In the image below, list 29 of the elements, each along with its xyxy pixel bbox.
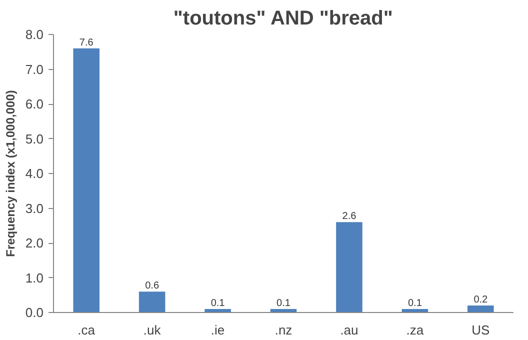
data-label: 2.6 xyxy=(342,211,357,222)
x-tick-label: .za xyxy=(406,322,424,338)
x-tick-label: .ca xyxy=(78,322,96,338)
bar xyxy=(73,48,100,312)
x-tick-label: US xyxy=(472,322,490,338)
x-tick-label: .au xyxy=(340,322,358,338)
bar xyxy=(468,306,494,312)
data-label: 0.1 xyxy=(408,298,422,310)
y-tick-label: 3.0 xyxy=(25,200,44,216)
bar xyxy=(336,222,362,312)
y-axis-title: Frequency index (x1,000,000) xyxy=(3,90,18,257)
x-tick-label: .uk xyxy=(143,322,162,338)
y-tick-label: 1.0 xyxy=(25,270,44,286)
y-tick-label: 5.0 xyxy=(25,131,44,146)
y-tick-label: 7.0 xyxy=(25,62,44,77)
y-tick-label: 0.0 xyxy=(25,305,44,320)
data-label: 7.6 xyxy=(79,37,94,48)
x-tick-label: .ie xyxy=(210,322,225,338)
bar xyxy=(138,292,166,312)
x-tick-label: .nz xyxy=(274,322,292,338)
y-tick-label: 6.0 xyxy=(25,96,44,112)
data-label: 0.2 xyxy=(474,294,488,306)
data-label: 0.1 xyxy=(276,298,291,310)
y-tick-label: 8.0 xyxy=(25,27,44,42)
data-label: 0.1 xyxy=(210,298,226,310)
y-tick-label: 2.0 xyxy=(25,236,44,250)
y-tick-label: 4.0 xyxy=(25,166,44,181)
data-label: 0.6 xyxy=(145,280,160,292)
chart-title: "toutons" AND "bread" xyxy=(173,8,393,30)
